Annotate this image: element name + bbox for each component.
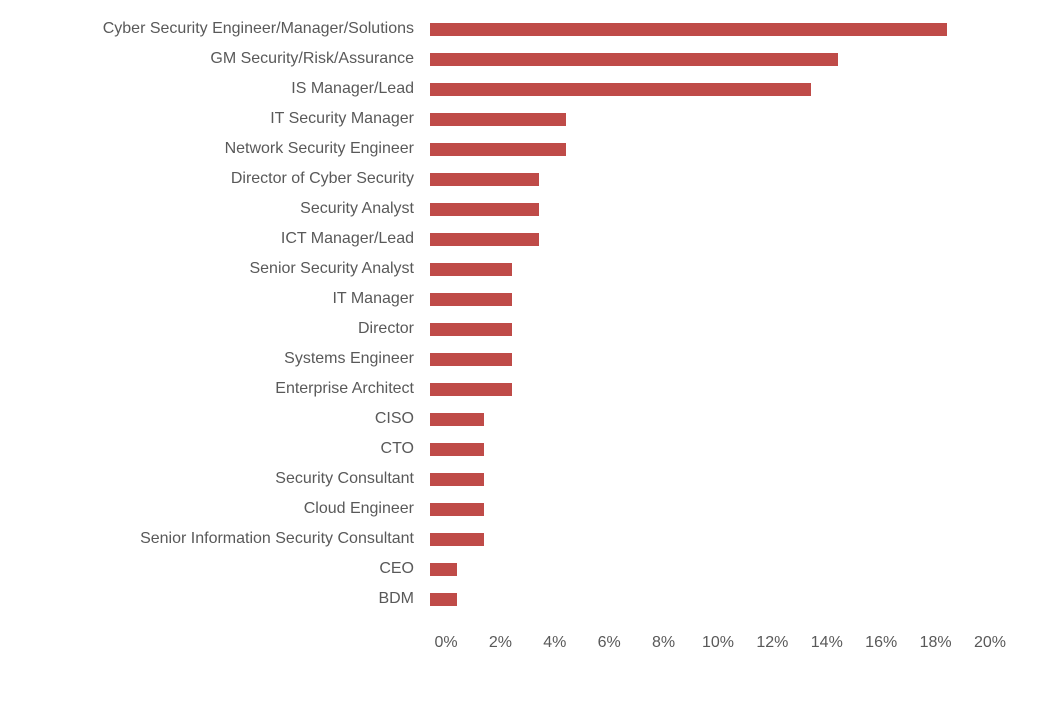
bar-track xyxy=(430,562,974,576)
category-label: IT Manager xyxy=(332,290,414,307)
x-tick-label: 12% xyxy=(756,634,789,651)
category-label: Network Security Engineer xyxy=(224,140,414,157)
bar-row: Senior Security Analyst xyxy=(0,254,974,284)
category-label: Director xyxy=(357,320,414,337)
x-tick-label: 2% xyxy=(488,634,512,651)
bar-row: BDM xyxy=(0,584,974,614)
bar-row: Security Consultant xyxy=(0,464,974,494)
bar-row: Enterprise Architect xyxy=(0,374,974,404)
bar-row: IT Manager xyxy=(0,284,974,314)
category-label: Security Consultant xyxy=(275,470,414,487)
bar-track xyxy=(430,112,974,126)
category-label: Director of Cyber Security xyxy=(230,170,414,187)
x-tick-label: 4% xyxy=(543,634,567,651)
bar-track xyxy=(430,202,974,216)
bar-track xyxy=(430,472,974,486)
category-label: CTO xyxy=(380,440,414,457)
bar-row: Security Analyst xyxy=(0,194,974,224)
x-tick-label: 18% xyxy=(919,634,952,651)
bar-row: GM Security/Risk/Assurance xyxy=(0,44,974,74)
bar xyxy=(430,262,512,276)
bar xyxy=(430,112,566,126)
bar-track xyxy=(430,382,974,396)
bar xyxy=(430,52,838,66)
bar-chart-rows: Cyber Security Engineer/Manager/Solution… xyxy=(0,14,974,614)
x-tick-label: 6% xyxy=(597,634,621,651)
x-axis: 0% 2% 4% 6% 8% 10% 12% 14% 16% 18% 20% xyxy=(0,632,1006,658)
bar-row: IS Manager/Lead xyxy=(0,74,974,104)
category-label: CEO xyxy=(379,560,414,577)
bar xyxy=(430,442,485,456)
bar xyxy=(430,412,485,426)
category-label: IT Security Manager xyxy=(270,110,414,127)
bar xyxy=(430,142,566,156)
bar-track xyxy=(430,232,974,246)
category-label: GM Security/Risk/Assurance xyxy=(210,50,414,67)
bar-row: Cloud Engineer xyxy=(0,494,974,524)
bar xyxy=(430,382,512,396)
category-label: BDM xyxy=(378,590,414,607)
bar-track xyxy=(430,262,974,276)
bar xyxy=(430,322,512,336)
bar-track xyxy=(430,82,974,96)
bar xyxy=(430,472,485,486)
x-tick-label: 0% xyxy=(434,634,458,651)
bar xyxy=(430,502,485,516)
bar-track xyxy=(430,352,974,366)
bar xyxy=(430,202,539,216)
bar-track xyxy=(430,52,974,66)
bar-track xyxy=(430,142,974,156)
bar xyxy=(430,232,539,246)
bar xyxy=(430,592,458,606)
category-label: Senior Information Security Consultant xyxy=(140,530,414,547)
bar-track xyxy=(430,22,974,36)
bar-track xyxy=(430,502,974,516)
bar-row: CEO xyxy=(0,554,974,584)
x-tick-label: 14% xyxy=(810,634,843,651)
category-label: Senior Security Analyst xyxy=(249,260,414,277)
category-label: Enterprise Architect xyxy=(275,380,414,397)
bar-row: Director of Cyber Security xyxy=(0,164,974,194)
bar-row: Senior Information Security Consultant xyxy=(0,524,974,554)
bar xyxy=(430,352,512,366)
bar xyxy=(430,292,512,306)
bar-row: Network Security Engineer xyxy=(0,134,974,164)
bar-track xyxy=(430,412,974,426)
bar-row: Cyber Security Engineer/Manager/Solution… xyxy=(0,14,974,44)
bar-row: CTO xyxy=(0,434,974,464)
bar-row: Director xyxy=(0,314,974,344)
bar-track xyxy=(430,292,974,306)
category-label: CISO xyxy=(374,410,414,427)
category-label: Security Analyst xyxy=(300,200,414,217)
bar-row: ICT Manager/Lead xyxy=(0,224,974,254)
x-axis-spacer xyxy=(0,632,446,658)
x-tick-label: 10% xyxy=(701,634,735,651)
bar-track xyxy=(430,442,974,456)
category-label: Cloud Engineer xyxy=(303,500,414,517)
x-tick-label: 16% xyxy=(865,634,898,651)
bar-track xyxy=(430,322,974,336)
bar-row: Systems Engineer xyxy=(0,344,974,374)
bar-track xyxy=(430,592,974,606)
category-label: ICT Manager/Lead xyxy=(280,230,414,247)
bar-row: IT Security Manager xyxy=(0,104,974,134)
bar-track xyxy=(430,532,974,546)
bar xyxy=(430,562,458,576)
x-axis-ticks: 0% 2% 4% 6% 8% 10% 12% 14% 16% 18% 20% xyxy=(434,632,1006,658)
bar xyxy=(430,82,811,96)
bar-row: CISO xyxy=(0,404,974,434)
x-tick-label: 20% xyxy=(973,634,1007,651)
bar-track xyxy=(430,172,974,186)
bar xyxy=(430,532,485,546)
x-tick-label: 8% xyxy=(652,634,676,651)
category-label: IS Manager/Lead xyxy=(291,80,414,97)
bar xyxy=(430,22,947,36)
bar xyxy=(430,172,539,186)
category-label: Cyber Security Engineer/Manager/Solution… xyxy=(102,20,414,37)
category-label: Systems Engineer xyxy=(284,350,414,367)
